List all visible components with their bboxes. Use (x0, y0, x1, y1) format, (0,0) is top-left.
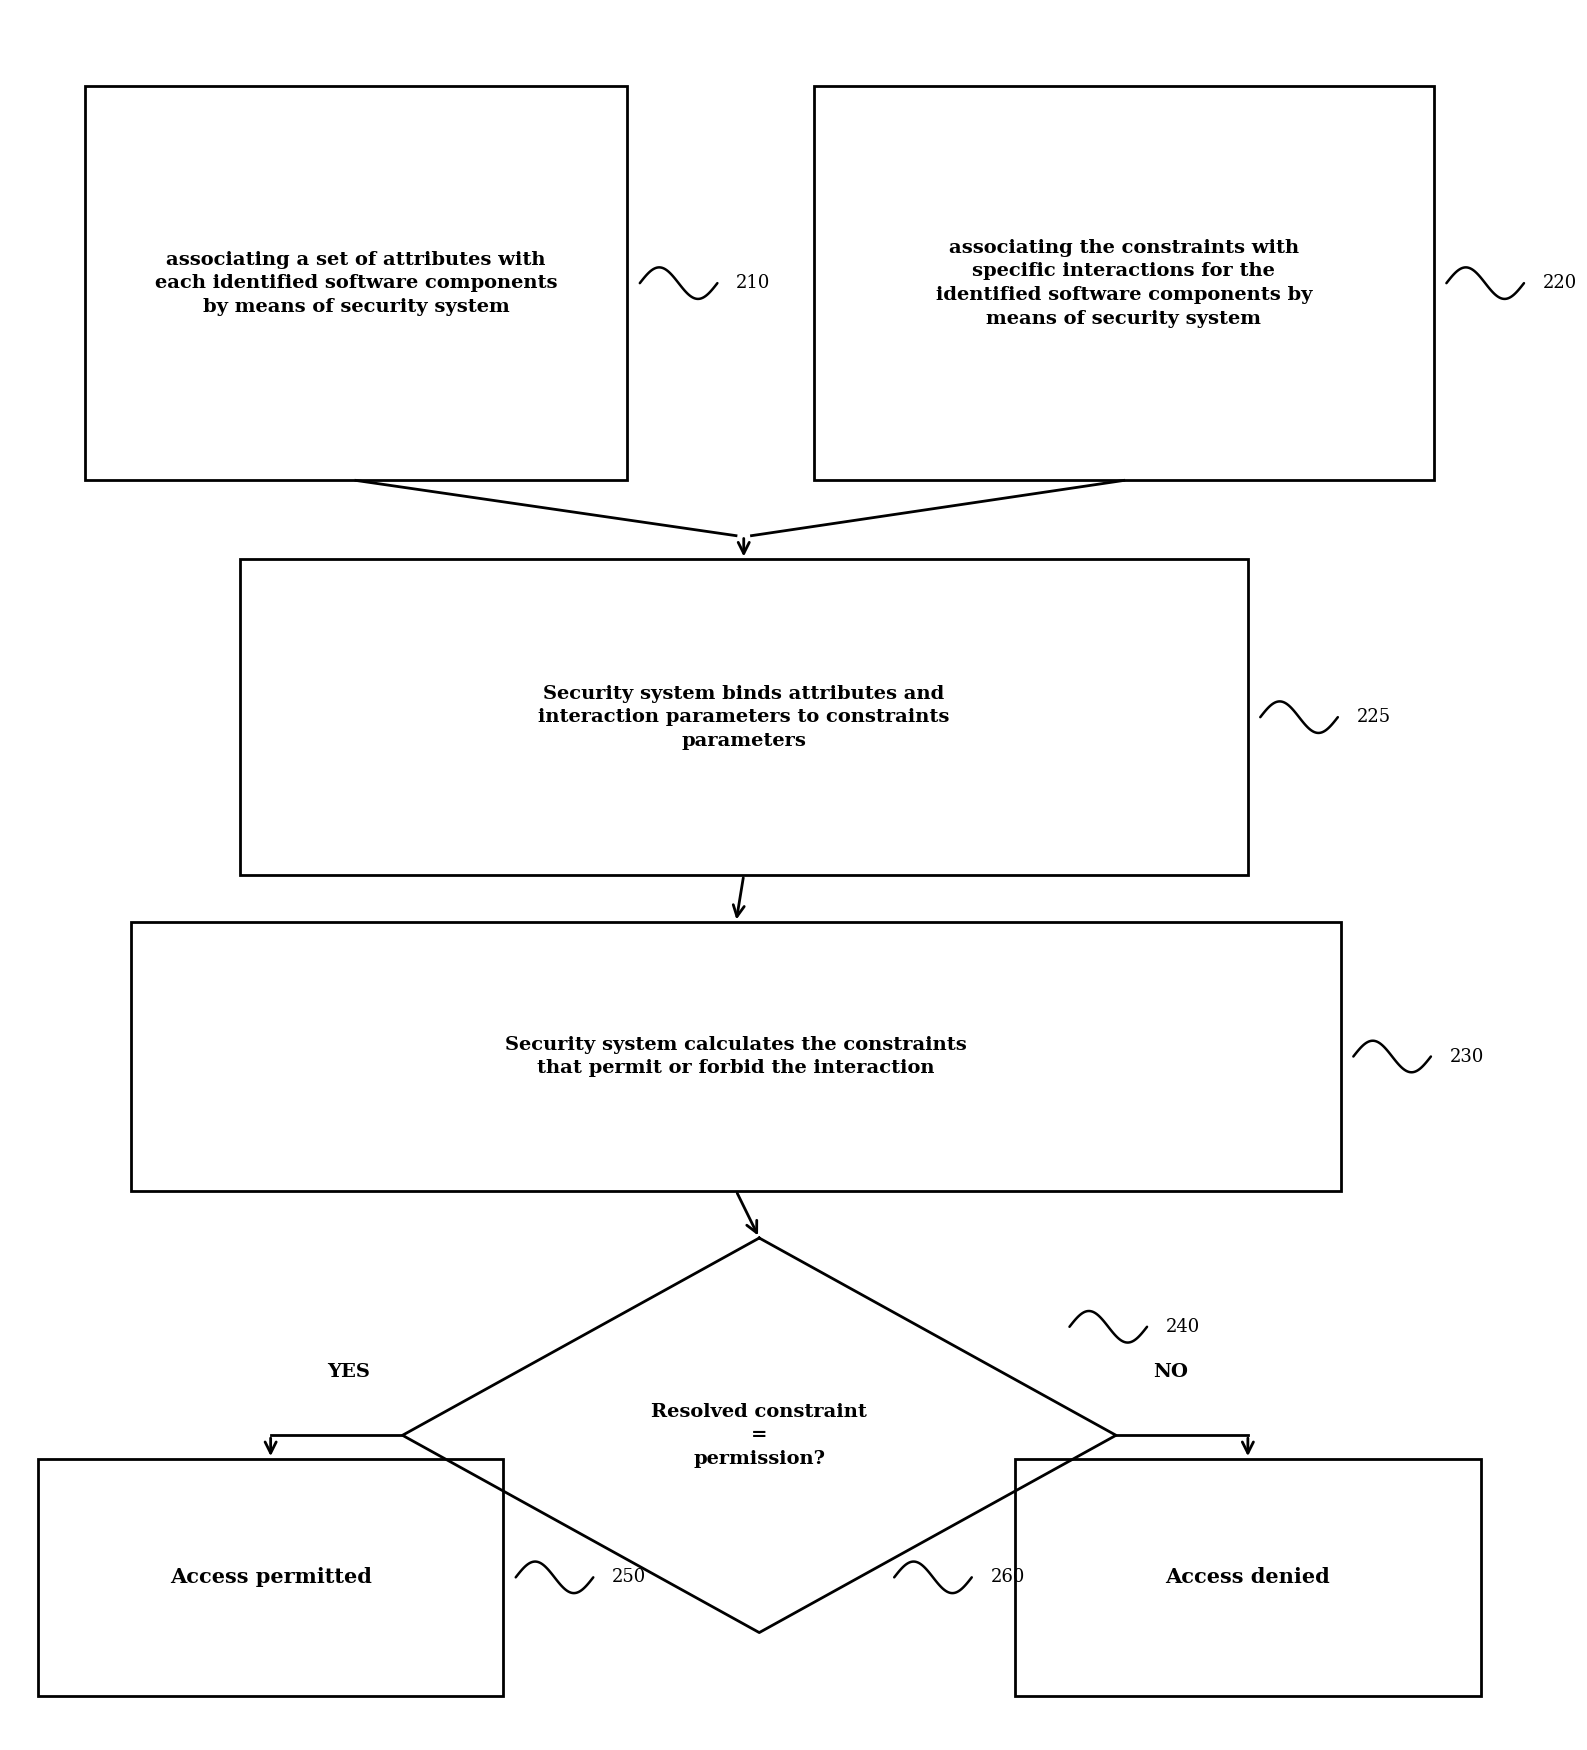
Text: 260: 260 (990, 1568, 1025, 1586)
Text: NO: NO (1152, 1363, 1187, 1381)
Text: 230: 230 (1449, 1048, 1484, 1066)
Bar (814, 86, 1435, 481)
Text: 210: 210 (736, 275, 770, 292)
Text: 240: 240 (1166, 1318, 1200, 1335)
Bar (84, 86, 627, 481)
Text: associating the constraints with
specific interactions for the
identified softwa: associating the constraints with specifi… (935, 238, 1312, 327)
Text: YES: YES (327, 1363, 370, 1381)
Text: 250: 250 (613, 1568, 646, 1586)
Text: Security system calculates the constraints
that permit or forbid the interaction: Security system calculates the constrain… (505, 1036, 966, 1078)
Text: 225: 225 (1357, 709, 1390, 726)
Bar (38, 1460, 503, 1696)
Bar (132, 922, 1341, 1190)
Text: Access denied: Access denied (1165, 1568, 1330, 1587)
Text: 220: 220 (1543, 275, 1577, 292)
Text: Resolved constraint
=
permission?: Resolved constraint = permission? (651, 1404, 867, 1468)
Text: Access permitted: Access permitted (170, 1568, 371, 1587)
Text: associating a set of attributes with
each identified software components
by mean: associating a set of attributes with eac… (154, 250, 557, 315)
Bar (240, 560, 1247, 875)
Text: Security system binds attributes and
interaction parameters to constraints
param: Security system binds attributes and int… (538, 684, 949, 749)
Bar (1016, 1460, 1481, 1696)
